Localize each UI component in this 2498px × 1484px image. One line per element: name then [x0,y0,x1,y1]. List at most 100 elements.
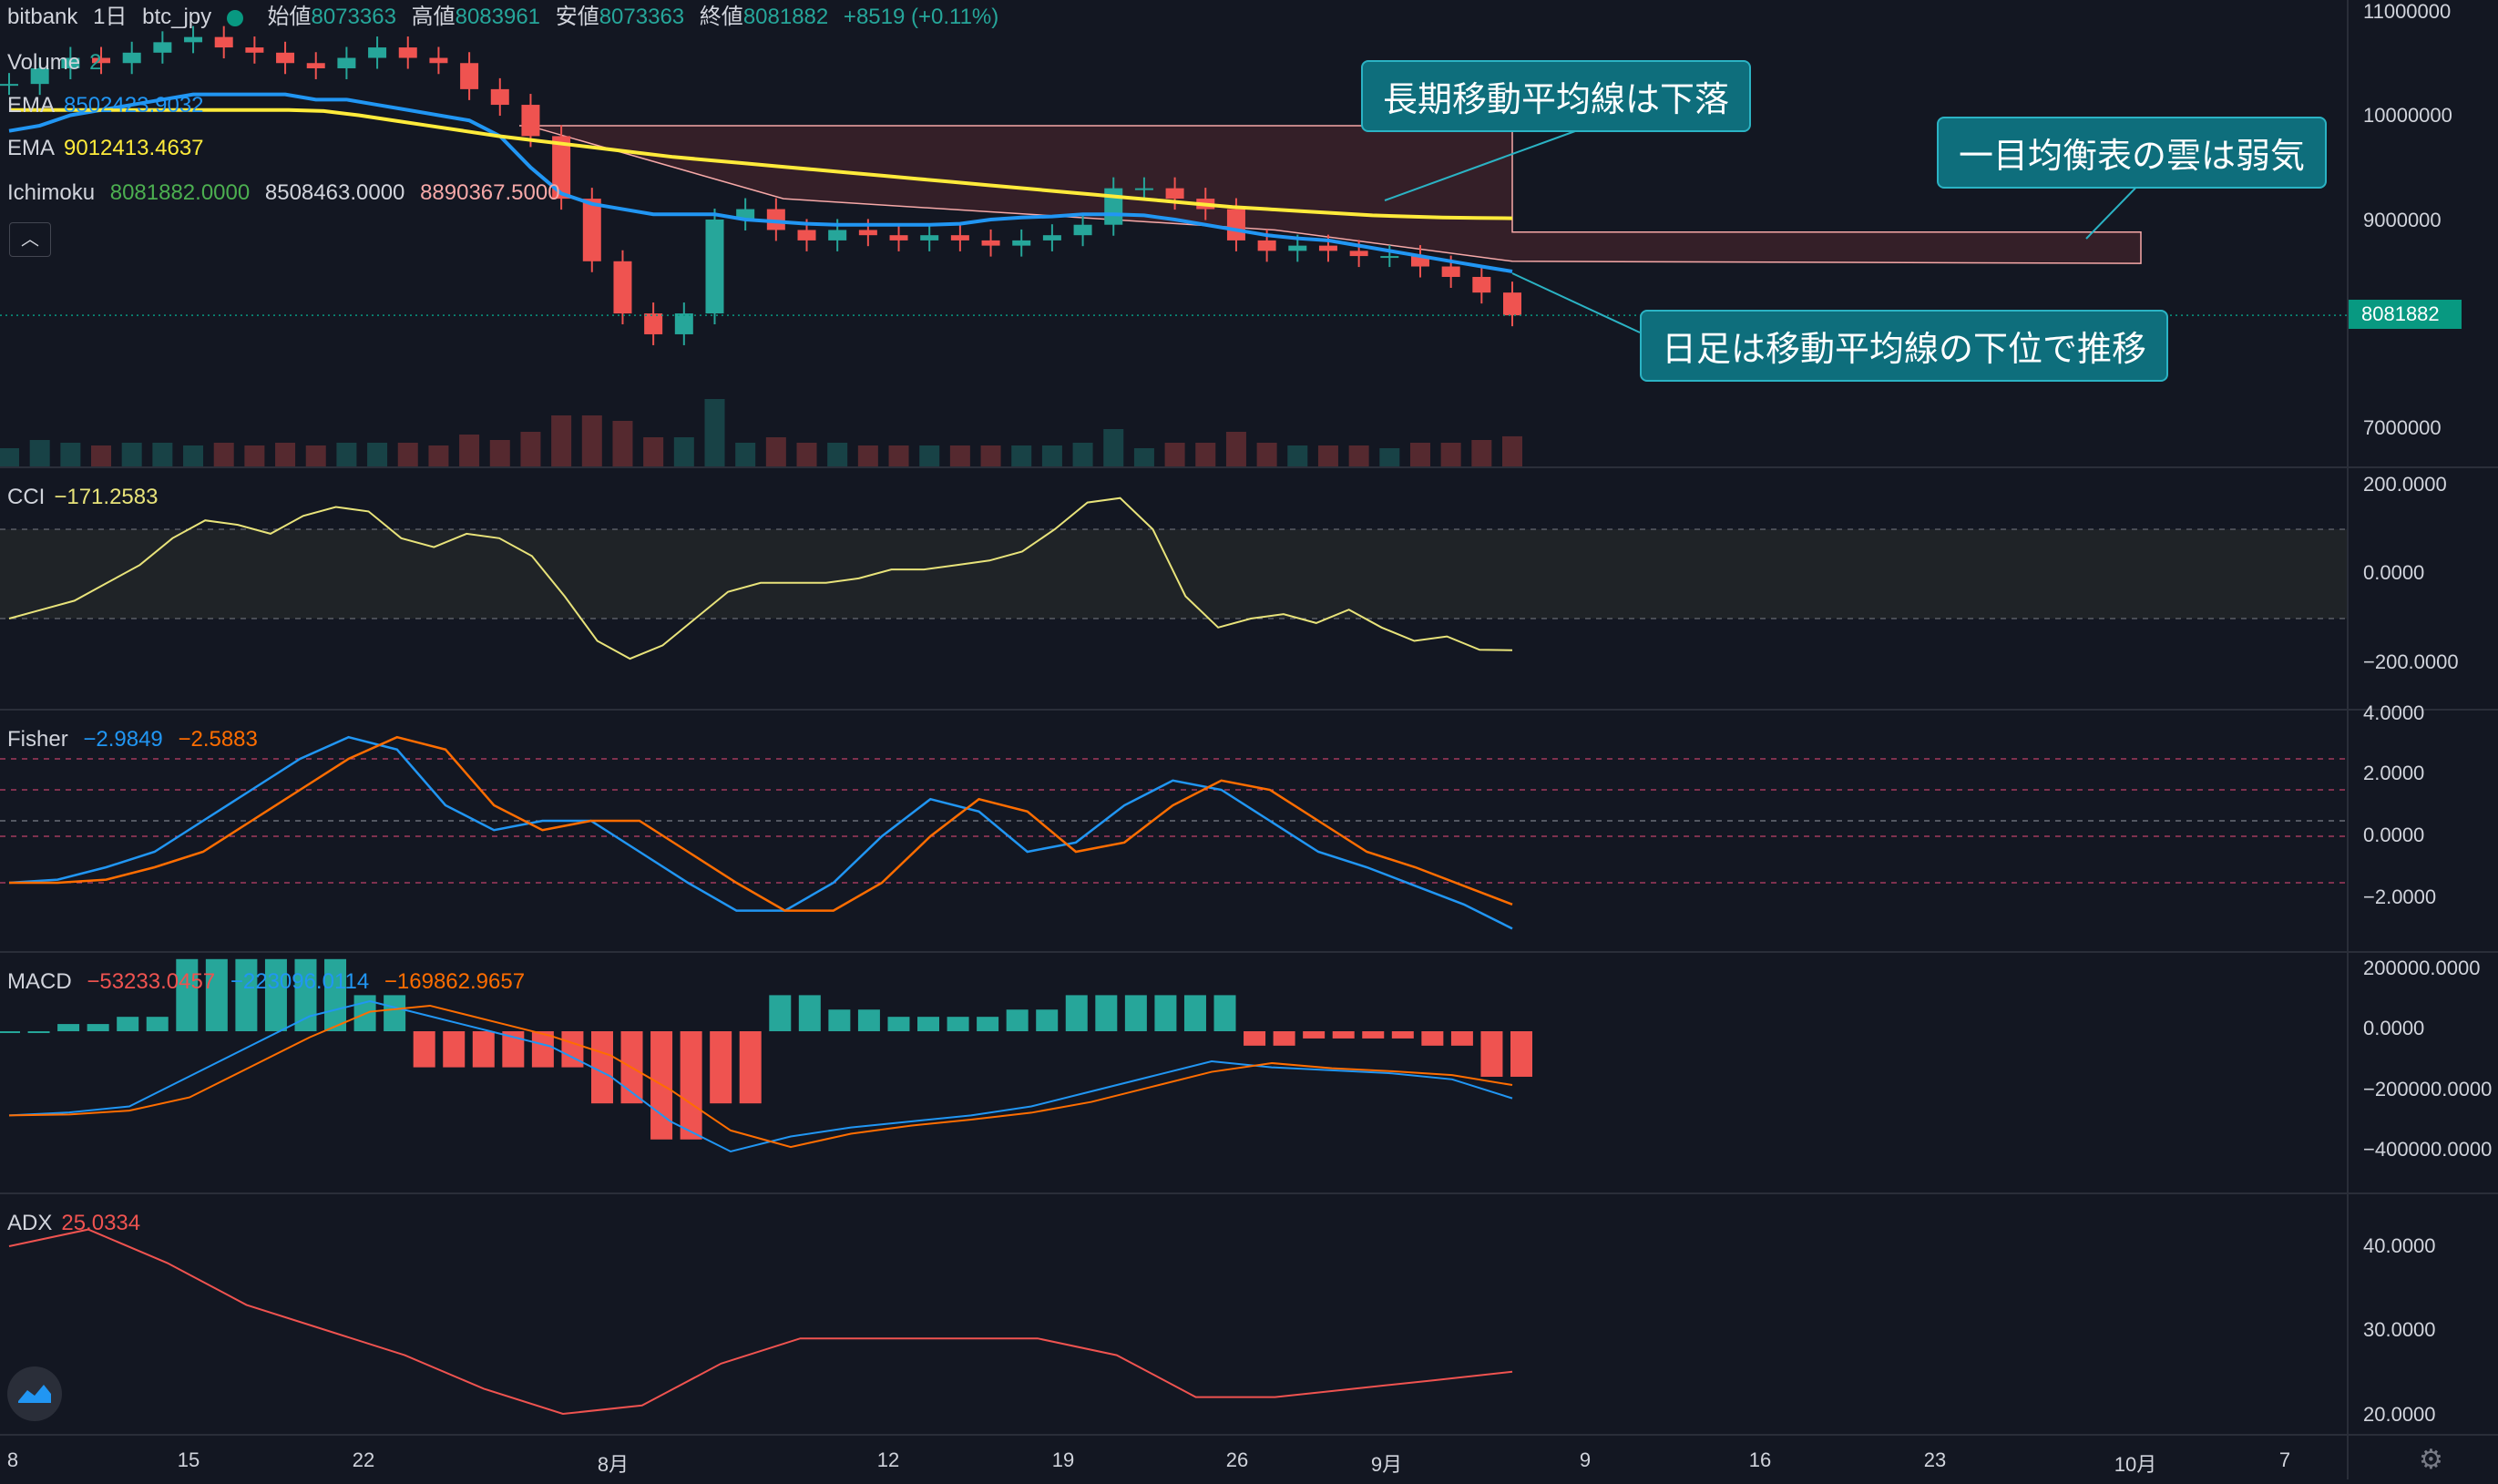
macd-histogram-bar [977,1017,999,1031]
macd-histogram-bar [1036,1009,1059,1031]
open-value: 8073363 [311,5,396,29]
adx-legend[interactable]: ADX 25.0334 [7,1210,149,1237]
fisher-legend[interactable]: Fisher −2.9849 −2.5883 [7,726,267,753]
time-tick: 8月 [597,1453,630,1476]
price-tick: 11000000 [2363,0,2452,23]
candle-body [1012,240,1031,246]
pane-separator[interactable] [0,466,2498,468]
callout-long-ma-down[interactable]: 長期移動平均線は下落 [1361,60,1752,132]
ema-fast-label: EMA [7,93,56,118]
macd-histogram-bar [1244,1031,1266,1046]
candle-body [674,313,693,334]
macd-histogram-bar [828,1009,851,1031]
candle-body [184,36,203,43]
chevron-up-icon: ︿ [21,230,39,250]
volume-bar [1317,445,1338,466]
macd-histogram-bar [1124,995,1147,1031]
time-tick: 7 [2278,1448,2291,1471]
fisher-tick: 2.0000 [2363,762,2425,784]
volume-bar [704,399,725,466]
candle-body [644,313,663,334]
time-tick: 26 [1225,1448,1249,1471]
macd-histogram-bar [1450,1031,1473,1046]
interval-label[interactable]: 1日 [93,5,128,29]
macd-histogram-bar [1065,995,1088,1031]
price-tick: 7000000 [2363,416,2442,439]
ema-slow-legend[interactable]: EMA 9012413.4637 [7,135,213,162]
price-tick: 9000000 [2363,209,2442,231]
chart-canvas[interactable] [0,0,2347,1479]
candle-body [981,240,1000,246]
volume-bar [1195,443,1216,466]
ichimoku-cloud [519,125,2142,264]
ema-fast-legend[interactable]: EMA 8502423.9032 [7,92,213,119]
pane-separator[interactable] [0,709,2498,711]
volume-bar [121,443,142,466]
volume-bar [888,445,909,466]
volume-legend[interactable]: Volume 2 [7,49,110,77]
cci-label: CCI [7,485,46,509]
volume-bar [275,443,296,466]
fisher-label: Fisher [7,727,68,752]
macd-legend[interactable]: MACD −53233.0457 −223096.0114 −169862.96… [7,968,534,996]
candle-body [613,261,632,314]
ema-slow-value: 9012413.4637 [64,136,204,160]
pane-separator[interactable] [0,1434,2498,1436]
time-tick: 9 [1579,1448,1592,1471]
volume-bar [1502,435,1522,466]
candle-body [1226,209,1245,241]
time-tick: 8 [6,1448,19,1471]
volume-label: Volume [7,50,81,75]
pane-separator[interactable] [0,951,2498,953]
adx-tick: 30.0000 [2363,1318,2436,1341]
high-label: 高値 [411,5,456,29]
volume-bar [1379,448,1400,466]
candle-body [92,57,111,64]
macd-axis[interactable]: 200000.0000 0.0000 −200000.0000 −400000.… [2350,951,2496,1193]
macd-histogram-bar [87,1024,109,1031]
candle-body [276,52,295,64]
candle-body [429,57,448,64]
candle-body [1288,245,1307,251]
time-tick: 16 [1748,1448,1772,1471]
macd-histogram-bar [1006,1009,1029,1031]
ichimoku-value-3: 8890367.5000 [420,180,560,205]
time-tick: 9月 [1370,1453,1403,1476]
candle-body [1410,256,1429,267]
macd-histogram-bar [0,1031,20,1033]
volume-bar [0,448,19,466]
pane-separator[interactable] [0,1192,2498,1194]
volume-bar [551,415,572,466]
volume-bar [305,445,326,466]
callout-daily-below-ma[interactable]: 日足は移動平均線の下位で推移 [1640,310,2169,382]
volume-bar [367,443,388,466]
time-tick: 19 [1051,1448,1075,1471]
gear-icon[interactable]: ⚙ [2419,1445,2443,1475]
tradingview-logo[interactable] [7,1366,62,1421]
price-axis[interactable]: 11000000 10000000 9000000 7000000 [2350,0,2496,466]
close-value: 8081882 [742,5,829,29]
exchange-name[interactable]: bitbank [7,5,78,29]
volume-value: 2 [89,50,102,75]
cci-line [8,496,1513,660]
candle-body [398,47,417,58]
ichimoku-legend[interactable]: Ichimoku 8081882.0000 8508463.0000 88903… [7,179,569,207]
fisher-value-2: −2.5883 [178,727,258,752]
macd-value-3: −169862.9657 [384,969,526,994]
collapse-legend-button[interactable]: ︿ [9,222,51,257]
fisher-axis[interactable]: 4.0000 2.0000 0.0000 −2.0000 [2350,701,2496,951]
callout-ichimoku-cloud[interactable]: 一目均衡表の雲は弱気 [1937,117,2328,189]
volume-bar [1409,443,1430,466]
cci-legend[interactable]: CCI −171.2583 [7,484,167,511]
macd-histogram-bar [205,958,228,1031]
time-tick: 15 [177,1448,200,1471]
macd-tick: 0.0000 [2363,1017,2425,1039]
cci-axis[interactable]: 200.0000 0.0000 −200.0000 [2350,466,2496,709]
candle-body [582,199,601,261]
adx-axis[interactable]: 40.0000 30.0000 20.0000 [2350,1192,2496,1435]
symbol-name[interactable]: btc_jpy [142,5,212,29]
macd-histogram-bar [443,1031,466,1068]
candle-body [30,67,49,85]
candle-body [122,52,141,64]
